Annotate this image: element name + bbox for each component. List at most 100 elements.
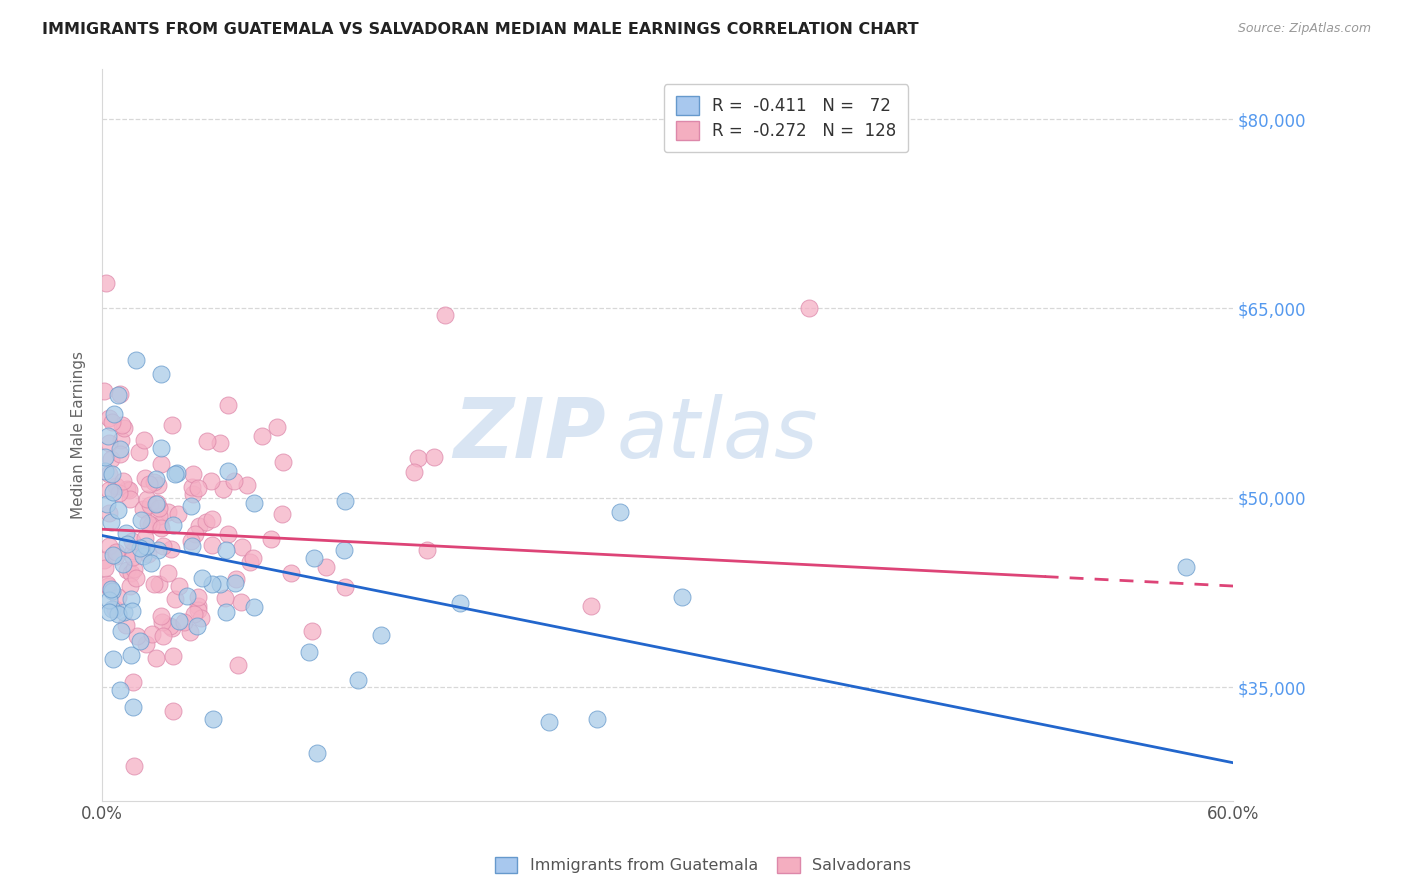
Point: [347, 673, 370, 687]
Point: [139, 498, 162, 512]
Text: ZIP: ZIP: [453, 394, 606, 475]
Point: [166, 507, 188, 521]
Point: [122, 544, 145, 558]
Point: [108, 485, 131, 500]
Point: [142, 475, 165, 490]
Point: [150, 368, 173, 382]
Point: [538, 715, 561, 730]
Point: [315, 559, 337, 574]
Legend: R =  -0.411   N =   72, R =  -0.272   N =  128: R = -0.411 N = 72, R = -0.272 N = 128: [664, 84, 908, 152]
Point: [586, 712, 609, 726]
Point: [149, 457, 172, 471]
Point: [97, 579, 120, 593]
Point: [97, 506, 120, 520]
Point: [146, 496, 169, 510]
Point: [150, 615, 173, 630]
Point: [104, 549, 127, 563]
Point: [118, 483, 141, 497]
Point: [243, 600, 266, 615]
Point: [301, 624, 323, 638]
Point: [224, 474, 246, 488]
Point: [579, 599, 602, 613]
Point: [159, 619, 181, 633]
Point: [98, 605, 121, 619]
Point: [212, 482, 235, 496]
Point: [108, 447, 131, 461]
Point: [148, 500, 170, 515]
Point: [167, 579, 190, 593]
Point: [434, 308, 457, 322]
Point: [235, 478, 257, 492]
Point: [406, 450, 429, 465]
Point: [157, 504, 180, 518]
Point: [149, 517, 172, 532]
Point: [100, 452, 122, 467]
Point: [176, 589, 198, 603]
Point: [162, 704, 184, 718]
Point: [138, 476, 160, 491]
Point: [186, 619, 208, 633]
Point: [110, 683, 132, 698]
Point: [120, 648, 142, 662]
Point: [190, 610, 212, 624]
Point: [187, 603, 209, 617]
Point: [134, 532, 156, 546]
Point: [159, 542, 181, 557]
Point: [187, 518, 209, 533]
Point: [129, 633, 152, 648]
Point: [242, 550, 264, 565]
Point: [135, 637, 157, 651]
Y-axis label: Median Male Earnings: Median Male Earnings: [72, 351, 86, 518]
Point: [121, 604, 143, 618]
Point: [231, 595, 253, 609]
Point: [129, 513, 152, 527]
Point: [423, 450, 446, 464]
Point: [152, 629, 174, 643]
Text: IMMIGRANTS FROM GUATEMALA VS SALVADORAN MEDIAN MALE EARNINGS CORRELATION CHART: IMMIGRANTS FROM GUATEMALA VS SALVADORAN …: [42, 22, 918, 37]
Point: [157, 566, 180, 580]
Point: [112, 474, 135, 488]
Point: [101, 548, 124, 562]
Point: [141, 627, 163, 641]
Point: [104, 478, 127, 492]
Point: [165, 591, 187, 606]
Point: [370, 628, 392, 642]
Point: [124, 571, 146, 585]
Point: [162, 517, 184, 532]
Point: [260, 532, 283, 546]
Point: [449, 596, 471, 610]
Point: [134, 471, 156, 485]
Point: [96, 576, 118, 591]
Point: [122, 562, 145, 576]
Point: [93, 464, 115, 478]
Point: [136, 492, 159, 507]
Point: [333, 580, 356, 594]
Point: [184, 526, 207, 541]
Point: [128, 541, 150, 556]
Point: [100, 415, 122, 429]
Point: [217, 464, 239, 478]
Point: [145, 650, 167, 665]
Point: [132, 549, 155, 563]
Point: [103, 407, 125, 421]
Point: [200, 474, 222, 488]
Point: [181, 539, 204, 553]
Point: [215, 543, 238, 558]
Point: [115, 617, 138, 632]
Point: [181, 487, 204, 501]
Point: [332, 543, 354, 558]
Point: [98, 483, 121, 498]
Point: [120, 566, 142, 580]
Point: [280, 566, 302, 580]
Point: [115, 482, 138, 496]
Point: [115, 563, 138, 577]
Point: [146, 543, 169, 558]
Point: [180, 499, 202, 513]
Point: [162, 649, 184, 664]
Point: [96, 497, 118, 511]
Point: [128, 444, 150, 458]
Point: [115, 525, 138, 540]
Point: [231, 540, 253, 554]
Point: [143, 577, 166, 591]
Point: [121, 549, 143, 564]
